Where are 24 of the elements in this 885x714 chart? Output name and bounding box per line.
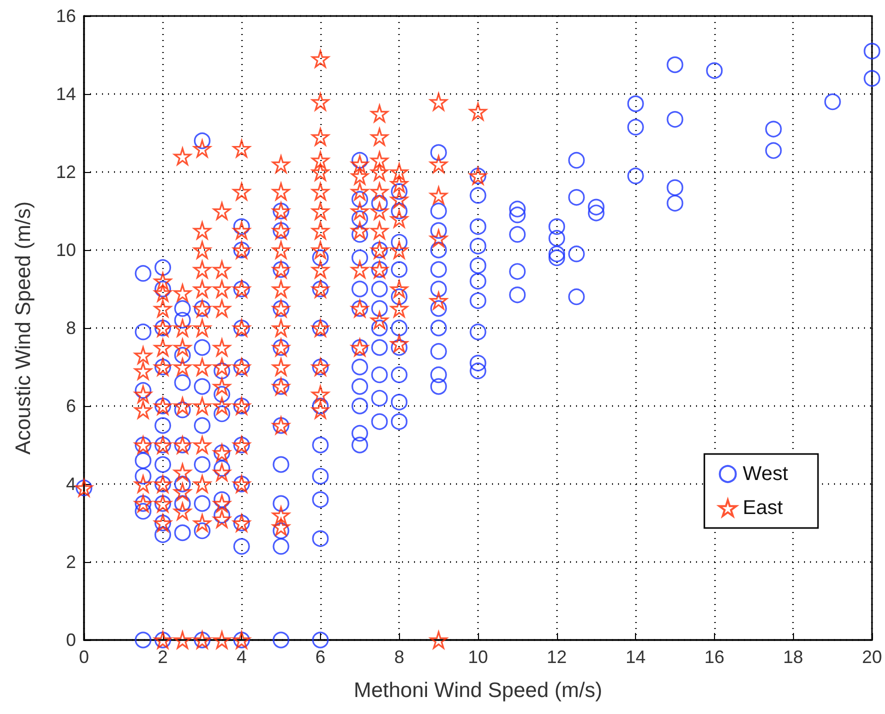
y-tick-label: 14 [56,84,76,104]
y-tick-label: 0 [66,630,76,650]
y-tick-label: 10 [56,240,76,260]
y-axis-title: Acoustic Wind Speed (m/s) [12,201,35,455]
y-tick-label: 8 [66,318,76,338]
x-tick-label: 4 [236,647,247,667]
y-tick-label: 2 [66,552,76,572]
x-axis-title: Methoni Wind Speed (m/s) [354,679,602,702]
x-tick-label: 2 [158,647,168,667]
y-tick-label: 12 [56,162,76,182]
x-tick-label: 14 [626,647,646,667]
x-tick-label: 8 [394,647,404,667]
legend-label: West [742,463,788,485]
y-tick-label: 6 [66,396,76,416]
y-tick-label: 16 [56,6,76,26]
x-tick-label: 12 [546,647,567,667]
x-tick-label: 16 [704,647,724,667]
x-tick-label: 20 [862,647,882,667]
y-tick-label: 4 [66,474,76,494]
x-tick-label: 0 [78,647,90,667]
x-tick-label: 18 [783,647,804,667]
legend-label: East [742,497,784,519]
x-tick-label: 10 [468,647,488,667]
x-tick-label: 6 [315,647,326,667]
